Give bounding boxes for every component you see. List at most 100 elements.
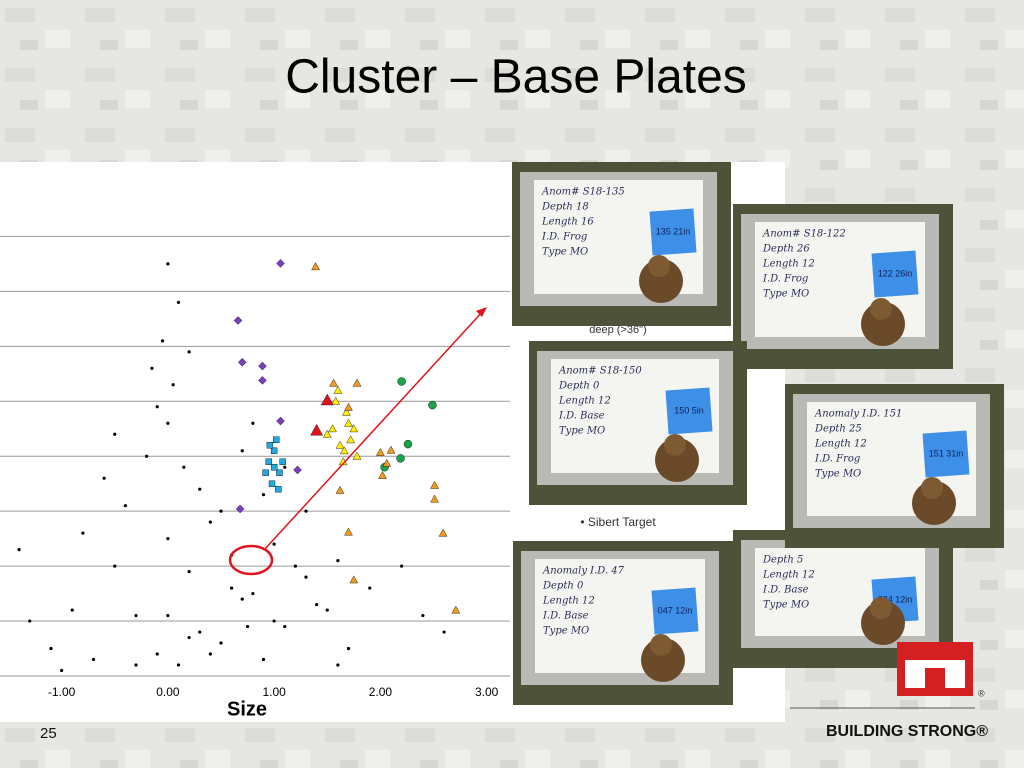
photo: Anomaly I.D. 151 Depth 25 Length 12 I.D. Fr… <box>785 384 1004 548</box>
point <box>268 480 276 487</box>
point <box>272 619 276 623</box>
point <box>378 471 387 479</box>
point <box>304 575 308 579</box>
card-line: Type MO <box>559 426 605 437</box>
card-line: I.D. Base <box>542 611 589 622</box>
point <box>376 447 385 456</box>
point <box>261 493 266 497</box>
point <box>113 564 117 568</box>
point <box>235 504 245 514</box>
point <box>145 454 149 458</box>
card-line: Anom# S18-150 <box>558 366 642 377</box>
card-line: Length 16 <box>541 217 594 228</box>
point <box>240 449 244 453</box>
card-line: Depth 0 <box>542 581 584 592</box>
card-line: Anomaly I.D. 151 <box>814 409 902 420</box>
point <box>442 630 446 634</box>
plate-knob <box>870 298 892 320</box>
tag-text: 224 12in <box>878 594 913 604</box>
arrow <box>263 309 485 551</box>
point <box>134 663 138 667</box>
note: • Sibert Target <box>580 515 656 529</box>
point <box>400 564 404 568</box>
point <box>333 385 343 394</box>
point <box>166 262 170 266</box>
point <box>102 476 106 480</box>
point <box>382 458 392 467</box>
plate-knob <box>921 477 943 499</box>
point <box>325 608 329 612</box>
logo-registered: ® <box>978 688 985 698</box>
highlight-ellipse <box>228 544 274 576</box>
point <box>344 418 353 427</box>
x-axis-label: Size <box>227 698 267 720</box>
point <box>310 423 323 436</box>
point <box>346 646 351 651</box>
card-line: Type MO <box>542 247 588 258</box>
point <box>349 424 359 433</box>
card-line: Depth 0 <box>558 381 600 392</box>
card-line: Type MO <box>815 469 861 480</box>
point <box>275 485 282 493</box>
plate-knob <box>870 597 892 619</box>
point <box>49 646 53 651</box>
point <box>258 361 267 371</box>
point <box>91 657 96 662</box>
point <box>276 259 285 268</box>
card-line: Anom# S18-122 <box>762 229 846 240</box>
point <box>208 520 212 524</box>
point <box>155 652 159 656</box>
plate-knob <box>664 434 686 456</box>
point <box>28 619 32 623</box>
footer-brand: BUILDING STRONG® <box>826 723 988 740</box>
note: deep (>36") <box>589 324 646 336</box>
point <box>304 509 308 513</box>
point <box>187 350 191 354</box>
point <box>430 480 439 489</box>
point <box>283 624 287 629</box>
photos: Anom# S18-135 Depth 18 Length 16 I.D. Frog T… <box>512 162 1004 705</box>
card-line: Depth 25 <box>814 424 862 435</box>
x-tick-label: 2.00 <box>369 685 393 699</box>
card-line: Length 12 <box>558 396 611 407</box>
tag-text: 047 12in <box>658 605 693 615</box>
point <box>270 464 278 471</box>
point <box>70 608 74 612</box>
point <box>336 663 340 667</box>
card-line: Depth 5 <box>762 555 803 566</box>
photo: Anomaly I.D. 47 Depth 0 Length 12 I.D. Base… <box>513 541 733 705</box>
card-line: Depth 26 <box>762 244 810 255</box>
point <box>166 537 170 541</box>
point <box>182 465 186 469</box>
point <box>349 575 359 584</box>
plate-knob <box>648 255 670 277</box>
logo: ® <box>897 642 985 698</box>
point <box>176 663 181 667</box>
photo: Anom# S18-135 Depth 18 Length 16 I.D. Frog T… <box>512 162 731 326</box>
point <box>352 451 362 460</box>
point <box>339 446 349 455</box>
point <box>335 485 345 494</box>
point <box>328 424 337 433</box>
point <box>352 378 362 387</box>
card-line: I.D. Frog <box>541 232 587 243</box>
point <box>219 509 223 513</box>
tag-text: 135 21in <box>656 226 691 236</box>
point <box>276 469 283 476</box>
point <box>344 402 353 411</box>
card-line: I.D. Base <box>762 585 809 596</box>
photo: Depth 5 Length 12 I.D. Base Type MO 224 12in <box>733 530 953 668</box>
card-line: I.D. Base <box>558 411 605 422</box>
x-tick-label: 0.00 <box>156 685 180 699</box>
x-tick-label: 3.00 <box>475 685 499 699</box>
point <box>261 657 266 662</box>
point <box>176 300 181 304</box>
point <box>273 436 280 443</box>
point <box>403 439 413 449</box>
card-line: Anom# S18-135 <box>541 187 625 198</box>
point <box>113 432 117 436</box>
point <box>166 613 170 618</box>
card-line: Type MO <box>543 626 589 637</box>
card-line: Type MO <box>763 289 809 300</box>
